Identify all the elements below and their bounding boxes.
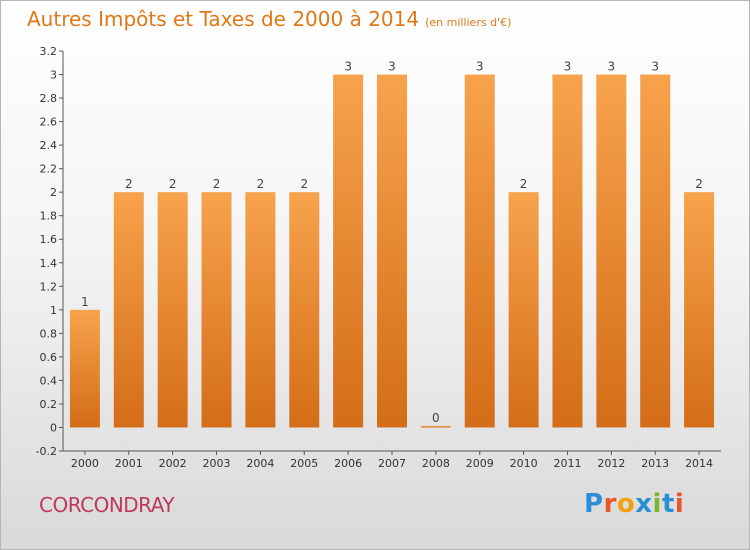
y-tick-label: 1.6 <box>40 233 58 246</box>
x-tick-label: 2011 <box>553 457 581 470</box>
y-tick-label: 0.8 <box>40 327 58 340</box>
x-tick-label: 2012 <box>597 457 625 470</box>
data-label: 1 <box>81 295 89 309</box>
y-tick-label: 2.6 <box>40 116 58 129</box>
data-label: 2 <box>520 177 528 191</box>
chart-unit: (en milliers d'€) <box>425 16 512 29</box>
logo-letter: o <box>616 489 636 519</box>
logo-letter: P <box>584 489 604 519</box>
y-tick-label: 3.2 <box>40 45 58 58</box>
y-tick-label: 3 <box>50 69 57 82</box>
x-tick-label: 2007 <box>378 457 406 470</box>
x-tick-label: 2003 <box>203 457 231 470</box>
bar <box>333 74 364 428</box>
chart-title-text: Autres Impôts et Taxes de 2000 à 2014 <box>27 7 420 31</box>
commune-name: CORCONDRAY <box>39 493 175 517</box>
bar <box>69 309 100 428</box>
x-tick-label: 2002 <box>159 457 187 470</box>
logo-letter: r <box>603 489 617 519</box>
logo-letter: x <box>635 489 653 519</box>
bar <box>201 192 232 428</box>
logo-letter: i <box>674 489 685 519</box>
x-tick-label: 2004 <box>246 457 274 470</box>
data-labels: 1 2 2 2 2 2 3 3 0 3 2 3 3 3 2 <box>81 60 703 425</box>
x-tick-label: 2000 <box>71 457 99 470</box>
data-label: 2 <box>213 177 221 191</box>
data-label: 2 <box>257 177 265 191</box>
y-tick-label: 2.8 <box>40 92 58 105</box>
y-tick-label: 2.4 <box>40 139 58 152</box>
data-label: 2 <box>300 177 308 191</box>
x-tick-label: 2009 <box>466 457 494 470</box>
y-tick-label: -0.2 <box>36 445 57 458</box>
data-label: 2 <box>125 177 133 191</box>
axes: -0.2 0 0.2 0.4 0.6 0.8 1 1.2 1.4 1.6 1.8 2 2.2 2.4 2.6… <box>36 45 721 470</box>
y-tick-label: 2.2 <box>40 163 58 176</box>
y-tick-label: 1.8 <box>40 210 58 223</box>
bar <box>464 74 495 428</box>
y-tick-label: 0 <box>50 421 57 434</box>
data-label: 3 <box>476 60 484 74</box>
data-label: 3 <box>651 60 659 74</box>
chart-title: Autres Impôts et Taxes de 2000 à 2014 (en… <box>27 7 511 31</box>
y-tick-label: 0.4 <box>40 374 58 387</box>
x-tick-label: 2013 <box>641 457 669 470</box>
x-tick-label: 2005 <box>290 457 318 470</box>
bar <box>552 74 583 428</box>
bar <box>377 74 407 428</box>
data-label: 3 <box>388 60 396 74</box>
bars <box>69 74 715 428</box>
bar <box>596 74 627 428</box>
logo-letter: t <box>661 489 675 519</box>
x-tick-label: 2006 <box>334 457 362 470</box>
bar <box>113 192 144 428</box>
y-tick-label: 1.4 <box>40 257 58 270</box>
bar <box>157 192 188 428</box>
data-label: 2 <box>695 177 703 191</box>
data-label: 3 <box>608 60 616 74</box>
bar <box>684 192 715 428</box>
proxiti-logo[interactable]: Proxiti <box>584 489 684 519</box>
y-tick-label: 1 <box>50 304 57 317</box>
y-tick-label: 0.2 <box>40 398 58 411</box>
y-tick-label: 2 <box>50 186 57 199</box>
x-tick-label: 2008 <box>422 457 450 470</box>
data-label: 3 <box>344 60 352 74</box>
bar <box>508 192 539 428</box>
bar <box>289 192 320 428</box>
x-tick-label: 2001 <box>115 457 143 470</box>
bar <box>420 425 451 428</box>
logo-letter: i <box>652 489 662 519</box>
y-tick-label: 1.2 <box>40 280 58 293</box>
data-label: 3 <box>564 60 572 74</box>
bar <box>640 74 671 428</box>
y-tick-label: 0.6 <box>40 351 58 364</box>
x-tick-label: 2010 <box>510 457 538 470</box>
x-tick-label: 2014 <box>685 457 713 470</box>
data-label: 0 <box>432 411 440 425</box>
data-label: 2 <box>169 177 177 191</box>
bar <box>245 192 276 428</box>
